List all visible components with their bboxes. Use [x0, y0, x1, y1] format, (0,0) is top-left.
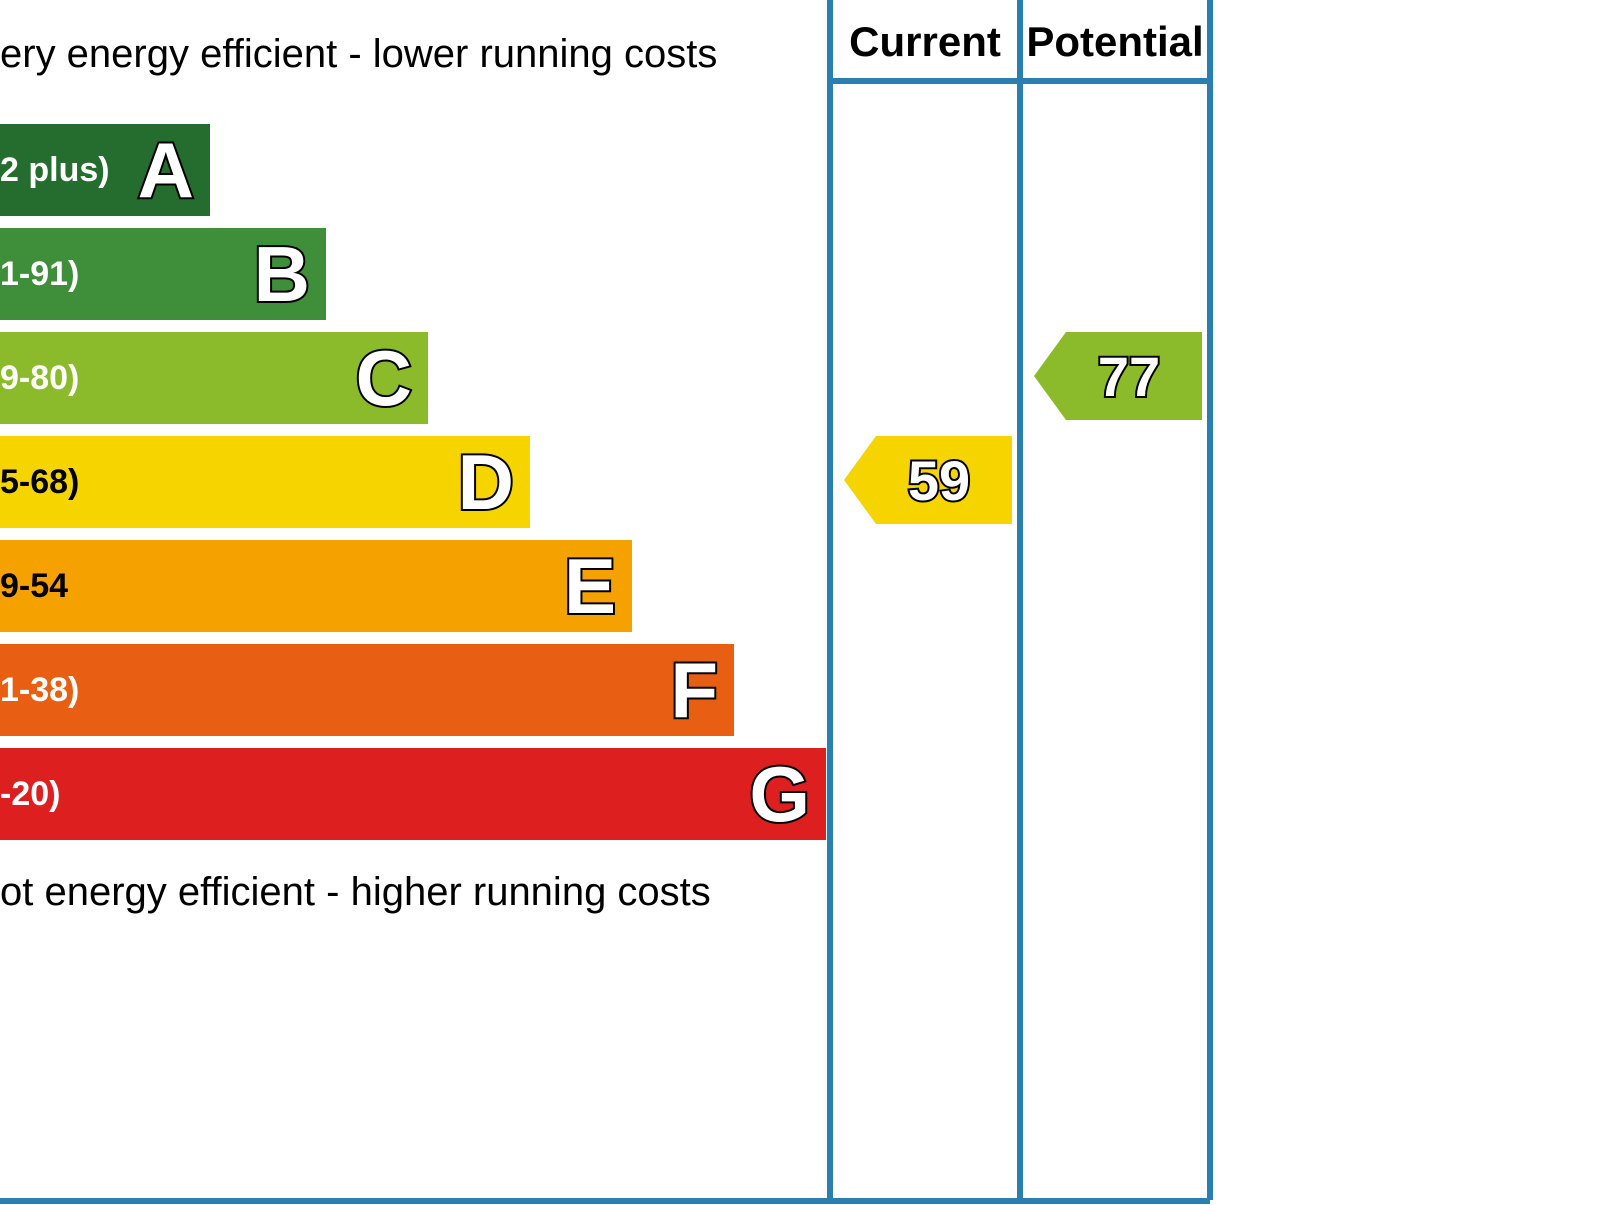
rating-band-letter: D: [458, 437, 514, 528]
pointer-tip-icon: [844, 436, 876, 524]
column-border: [1017, 0, 1023, 1200]
rating-band-range-label: 9-54: [0, 567, 68, 606]
efficiency-caption-top: ery energy efficient - lower running cos…: [0, 32, 717, 77]
energy-rating-chart: Current Potential ery energy efficient -…: [0, 0, 1606, 1205]
rating-band-letter: E: [564, 541, 616, 632]
pointer-current: 59: [844, 436, 1012, 524]
rating-band-e: 9-54 E: [0, 540, 632, 632]
rating-band-letter: F: [670, 645, 718, 736]
rating-band-letter: B: [254, 229, 310, 320]
pointer-tip-icon: [1034, 332, 1066, 420]
rating-band-f: 1-38) F: [0, 644, 734, 736]
rating-band-c: 9-80) C: [0, 332, 428, 424]
rating-band-g: -20) G: [0, 748, 826, 840]
rating-band-letter: A: [138, 125, 194, 216]
column-border: [827, 0, 833, 1200]
rating-band-range-label: 1-91): [0, 255, 79, 294]
chart-bottom-border: [0, 1198, 1210, 1204]
rating-band-range-label: 9-80): [0, 359, 79, 398]
rating-band-range-label: 5-68): [0, 463, 79, 502]
column-header-current: Current: [830, 18, 1020, 66]
column-header-potential: Potential: [1020, 18, 1210, 66]
rating-band-b: 1-91) B: [0, 228, 326, 320]
rating-band-a: 2 plus) A: [0, 124, 210, 216]
efficiency-caption-bottom: ot energy efficient - higher running cos…: [0, 870, 711, 915]
rating-band-letter: G: [749, 749, 810, 840]
pointer-current-value: 59: [908, 448, 970, 513]
rating-band-range-label: 2 plus): [0, 151, 110, 190]
rating-band-d: 5-68) D: [0, 436, 530, 528]
rating-band-range-label: -20): [0, 775, 60, 814]
pointer-potential: 77: [1034, 332, 1202, 420]
column-border: [1207, 0, 1213, 1200]
rating-band-letter: C: [356, 333, 412, 424]
pointer-potential-value: 77: [1098, 344, 1160, 409]
column-header-rule: [830, 78, 1210, 84]
rating-band-range-label: 1-38): [0, 671, 79, 710]
